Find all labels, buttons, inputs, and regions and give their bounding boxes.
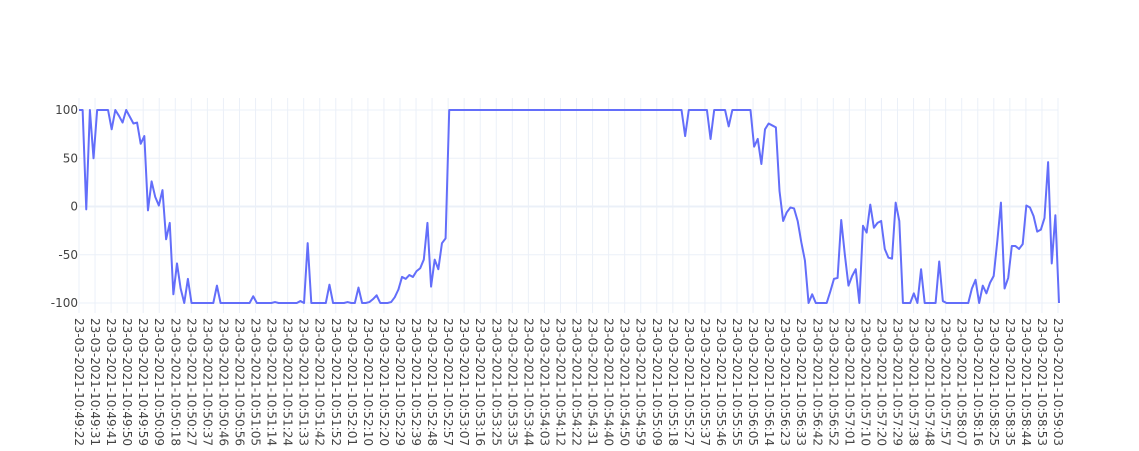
x-tick-label: 23-03-2021-10:52:39: [409, 318, 423, 446]
x-tick-label: 23-03-2021-10:58:07: [955, 318, 969, 446]
x-tick-label: 23-03-2021-10:54:59: [634, 318, 648, 446]
x-tick-label: 23-03-2021-10:55:55: [730, 318, 744, 446]
x-tick-label: 23-03-2021-10:52:20: [377, 318, 391, 446]
x-tick-label: 23-03-2021-10:49:31: [88, 318, 102, 446]
x-tick-label: 23-03-2021-10:52:48: [425, 318, 439, 446]
y-axis-ticks: 100 50 0 -50 -100: [51, 103, 78, 310]
x-tick-label: 23-03-2021-10:50:18: [168, 318, 182, 446]
x-tick-label: 23-03-2021-10:51:05: [249, 318, 263, 446]
x-tick-label: 23-03-2021-10:51:24: [281, 318, 295, 446]
x-tick-label: 23-03-2021-10:49:22: [72, 318, 86, 446]
line-layer: [79, 109, 1060, 304]
x-tick-label: 23-03-2021-10:57:48: [923, 318, 937, 446]
x-tick-label: 23-03-2021-10:56:42: [810, 318, 824, 446]
x-tick-label: 23-03-2021-10:51:42: [313, 318, 327, 446]
x-tick-label: 23-03-2021-10:50:09: [152, 318, 166, 446]
x-tick-label: 23-03-2021-10:53:07: [457, 318, 471, 446]
x-tick-label: 23-03-2021-10:57:10: [858, 318, 872, 446]
x-tick-label: 23-03-2021-10:50:56: [232, 318, 246, 446]
x-tick-label: 23-03-2021-10:57:38: [907, 318, 921, 446]
x-tick-label: 23-03-2021-10:49:59: [136, 318, 150, 446]
x-tick-label: 23-03-2021-10:56:05: [746, 318, 760, 446]
x-tick-label: 23-03-2021-10:54:50: [618, 318, 632, 446]
x-tick-label: 23-03-2021-10:56:23: [778, 318, 792, 446]
x-tick-label: 23-03-2021-10:50:37: [200, 318, 214, 446]
x-tick-label: 23-03-2021-10:55:46: [714, 318, 728, 446]
x-tick-label: 23-03-2021-10:57:29: [891, 318, 905, 446]
x-tick-label: 23-03-2021-10:55:18: [666, 318, 680, 446]
x-tick-label: 23-03-2021-10:54:12: [553, 318, 567, 446]
x-tick-label: 23-03-2021-10:51:33: [297, 318, 311, 446]
x-tick-label: 23-03-2021-10:57:20: [874, 318, 888, 446]
x-tick-label: 23-03-2021-10:59:03: [1051, 318, 1065, 446]
grid-layer: [78, 98, 1059, 313]
x-tick-label: 23-03-2021-10:55:27: [682, 318, 696, 446]
x-tick-label: 23-03-2021-10:54:03: [537, 318, 551, 446]
x-tick-label: 23-03-2021-10:53:16: [473, 318, 487, 446]
x-tick-label: 23-03-2021-10:51:14: [265, 318, 279, 446]
x-tick-label: 23-03-2021-10:54:40: [602, 318, 616, 446]
x-tick-label: 23-03-2021-10:52:29: [393, 318, 407, 446]
x-tick-label: 23-03-2021-10:56:33: [794, 318, 808, 446]
x-tick-label: 23-03-2021-10:53:44: [521, 318, 535, 446]
x-tick-label: 23-03-2021-10:55:37: [698, 318, 712, 446]
x-tick-label: 23-03-2021-10:55:09: [650, 318, 664, 446]
x-tick-label: 23-03-2021-10:56:52: [826, 318, 840, 446]
y-tick-label: 0: [70, 200, 78, 214]
x-tick-label: 23-03-2021-10:58:25: [987, 318, 1001, 446]
x-tick-label: 23-03-2021-10:57:01: [842, 318, 856, 446]
x-tick-label: 23-03-2021-10:50:27: [184, 318, 198, 446]
y-tick-label: 50: [63, 151, 78, 165]
x-tick-label: 23-03-2021-10:51:52: [329, 318, 343, 446]
x-tick-label: 23-03-2021-10:50:46: [216, 318, 230, 446]
x-axis-ticks: 23-03-2021-10:49:22 23-03-2021-10:49:31 23…: [72, 318, 1065, 446]
x-tick-label: 23-03-2021-10:58:44: [1019, 318, 1033, 446]
x-tick-label: 23-03-2021-10:52:57: [441, 318, 455, 446]
x-tick-label: 23-03-2021-10:49:41: [104, 318, 118, 446]
y-tick-label: -100: [51, 296, 78, 310]
y-tick-label: -50: [58, 248, 78, 262]
x-tick-label: 23-03-2021-10:57:57: [939, 318, 953, 446]
x-tick-label: 23-03-2021-10:54:22: [570, 318, 584, 446]
y-tick-label: 100: [55, 103, 78, 117]
x-tick-label: 23-03-2021-10:52:01: [345, 318, 359, 446]
series-line: [79, 109, 1060, 304]
x-tick-label: 23-03-2021-10:58:16: [971, 318, 985, 446]
x-tick-label: 23-03-2021-10:53:35: [505, 318, 519, 446]
x-tick-label: 23-03-2021-10:58:35: [1003, 318, 1017, 446]
x-tick-label: 23-03-2021-10:53:25: [489, 318, 503, 446]
x-tick-label: 23-03-2021-10:54:31: [586, 318, 600, 446]
x-tick-label: 23-03-2021-10:49:50: [120, 318, 134, 446]
x-tick-label: 23-03-2021-10:52:10: [361, 318, 375, 446]
x-tick-label: 23-03-2021-10:56:14: [762, 318, 776, 446]
x-tick-label: 23-03-2021-10:58:53: [1035, 318, 1049, 446]
